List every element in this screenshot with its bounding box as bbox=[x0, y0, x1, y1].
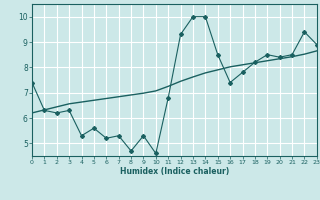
X-axis label: Humidex (Indice chaleur): Humidex (Indice chaleur) bbox=[120, 167, 229, 176]
